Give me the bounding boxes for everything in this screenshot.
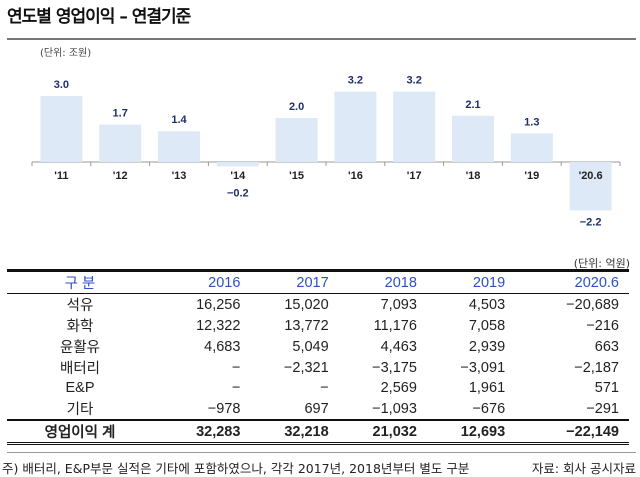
bar	[510, 133, 553, 162]
table-row: E&P − − 2,569 1,961 571	[7, 378, 629, 398]
table-cell: −291	[586, 400, 619, 417]
footer-divider	[7, 452, 636, 453]
x-tick-label: '11	[54, 170, 68, 182]
table-cell: −1,093	[372, 400, 417, 417]
footnote: 주) 배터리, E&P부문 실적은 기타에 포함하였으나, 각각 2017년, …	[2, 461, 470, 476]
bar	[99, 124, 142, 162]
header-2019: 2019	[416, 269, 506, 294]
header-2016: 2016	[153, 269, 241, 294]
table-cell: 1,961	[468, 380, 506, 396]
data-label: 2.1	[465, 99, 480, 111]
table-cell: 12,322	[196, 317, 241, 334]
table-cell: 697	[304, 400, 329, 417]
data-label: 1.4	[171, 114, 187, 126]
row-label: 화학	[66, 319, 94, 335]
table-cell: −	[231, 359, 241, 376]
table-row: 기타 −978 697 −1,093 −676 −291	[7, 398, 629, 420]
table-cell: 7,058	[468, 317, 506, 334]
bar	[569, 162, 612, 211]
data-label: 3.2	[407, 75, 422, 87]
table-cell: −978	[207, 400, 241, 417]
data-label: 3.2	[348, 75, 363, 87]
table-cell: 13,772	[284, 317, 329, 334]
bar	[158, 131, 200, 162]
row-label: 배터리	[59, 361, 101, 377]
table-cell: 2,569	[380, 380, 417, 396]
data-label: −0.2	[227, 187, 249, 199]
total-cell: 32,283	[153, 419, 241, 445]
header-2017: 2017	[240, 269, 329, 294]
title-divider	[7, 38, 636, 40]
total-cell: −22,149	[505, 419, 629, 445]
table-cell: −20,689	[566, 296, 619, 313]
data-label: 3.0	[54, 79, 69, 91]
x-tick-label: '19	[524, 170, 539, 182]
bar	[40, 96, 83, 162]
table-cell: −	[231, 380, 241, 396]
total-row: 영업이익 계 32,283 32,218 21,032 12,693 −22,149	[7, 419, 629, 445]
table-cell: −2,321	[283, 359, 329, 376]
total-cell: 21,032	[328, 419, 417, 445]
data-label: 1.7	[113, 108, 128, 120]
table-cell: 2,939	[468, 338, 506, 355]
table-cell: −676	[472, 400, 506, 417]
header-2018: 2018	[328, 269, 417, 294]
table-cell: 15,020	[284, 296, 329, 313]
table-unit-label: (단위: 억원)	[573, 257, 630, 270]
data-label: −2.2	[580, 216, 602, 228]
table-row: 배터리 − −2,321 −3,175 −3,091 −2,187	[7, 357, 629, 378]
row-label: E&P	[65, 380, 95, 396]
bar	[216, 162, 259, 167]
table-cell: −3,091	[460, 359, 506, 376]
table-row: 화학 12,322 13,772 11,176 7,058 −216	[7, 315, 629, 336]
table-cell: −3,175	[372, 359, 417, 376]
table-header-row: 구 분 2016 2017 2018 2019 2020.6	[7, 269, 629, 294]
x-tick-label: '20.6	[579, 170, 603, 182]
table-cell: −	[320, 380, 329, 396]
table-cell: 7,093	[380, 296, 417, 313]
table-cell: 16,256	[196, 296, 241, 313]
segment-profit-table: 구 분 2016 2017 2018 2019 2020.6 석유 16,256 1…	[7, 269, 629, 445]
data-label: 1.3	[524, 116, 539, 128]
total-label: 영업이익 계	[7, 419, 153, 445]
data-label: 2.0	[289, 101, 304, 113]
row-label: 기타	[66, 402, 94, 418]
total-cell: 12,693	[416, 419, 506, 445]
chart-unit-label: (단위: 조원)	[40, 48, 92, 59]
table-row: 석유 16,256 15,020 7,093 4,503 −20,689	[7, 294, 629, 316]
source-note: 자료: 회사 공시자료	[531, 461, 636, 476]
table-cell: −2,187	[574, 359, 619, 376]
header-category: 구 분	[7, 269, 153, 294]
bar	[334, 91, 377, 162]
x-tick-label: '15	[289, 170, 304, 182]
bar	[275, 118, 318, 162]
header-2020-6: 2020.6	[505, 269, 629, 294]
table-cell: 4,683	[204, 338, 241, 355]
bar	[393, 91, 436, 162]
bar	[452, 115, 494, 162]
table-cell: 571	[594, 380, 619, 396]
x-tick-label: '17	[407, 170, 422, 182]
table-cell: 4,463	[380, 338, 417, 355]
table-cell: 11,176	[373, 317, 417, 334]
total-cell: 32,218	[240, 419, 329, 445]
x-tick-label: '12	[113, 170, 128, 182]
table-cell: 663	[594, 338, 619, 355]
page-title: 연도별 영업이익 – 연결기준	[7, 7, 191, 27]
x-tick-label: '18	[466, 170, 481, 182]
table-row: 윤활유 4,683 5,049 4,463 2,939 663	[7, 336, 629, 357]
table-cell: 4,503	[468, 296, 506, 313]
x-tick-label: '14	[230, 170, 246, 182]
row-label: 윤활유	[59, 340, 101, 356]
operating-profit-bar-chart: '11 3.0 '12 1.7 '13 1.4 '14 −0.2 '15 2.0 '16 3.2 '17…	[31, 75, 621, 228]
table-cell: 5,049	[292, 338, 329, 355]
x-tick-label: '13	[172, 170, 187, 182]
row-label: 석유	[66, 298, 94, 314]
x-tick-label: '16	[348, 170, 363, 182]
table-cell: −216	[586, 317, 619, 334]
